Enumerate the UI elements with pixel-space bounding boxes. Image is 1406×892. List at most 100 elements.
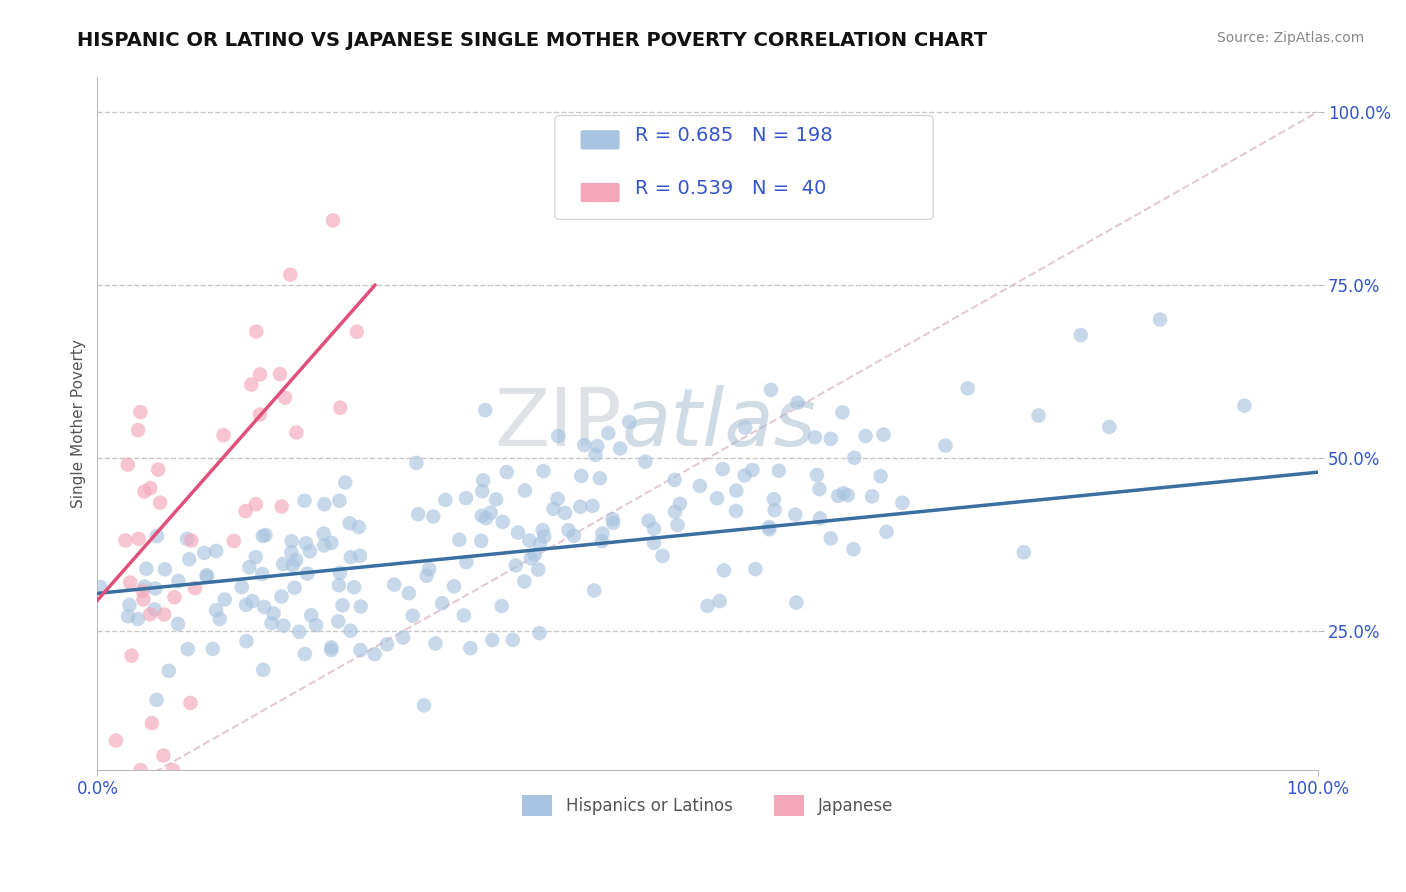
- Point: [492, 515, 515, 529]
- Point: [418, 562, 440, 576]
- Point: [664, 505, 686, 519]
- Point: [415, 568, 437, 582]
- Point: [235, 598, 257, 612]
- Point: [260, 616, 283, 631]
- Point: [162, 763, 184, 777]
- Point: [270, 590, 292, 604]
- Point: [335, 475, 357, 490]
- Point: [129, 763, 152, 777]
- Point: [934, 439, 956, 453]
- Point: [531, 464, 554, 478]
- Point: [347, 520, 370, 534]
- Point: [569, 500, 592, 514]
- Point: [609, 442, 631, 456]
- Point: [104, 733, 127, 747]
- Point: [167, 574, 190, 588]
- FancyBboxPatch shape: [581, 183, 620, 202]
- Point: [709, 594, 731, 608]
- Point: [808, 511, 831, 525]
- Point: [768, 464, 790, 478]
- Point: [485, 492, 508, 507]
- Point: [139, 607, 162, 622]
- Point: [127, 423, 149, 437]
- Point: [491, 599, 513, 614]
- Point: [425, 636, 447, 650]
- Point: [129, 405, 152, 419]
- Point: [205, 603, 228, 617]
- Point: [523, 548, 546, 562]
- Point: [252, 663, 274, 677]
- Point: [176, 532, 198, 546]
- Point: [529, 537, 551, 551]
- Point: [350, 599, 373, 614]
- Point: [479, 506, 502, 520]
- Point: [157, 664, 180, 678]
- Point: [179, 552, 201, 566]
- Point: [375, 637, 398, 651]
- Point: [832, 486, 855, 500]
- Point: [240, 377, 263, 392]
- Point: [406, 507, 429, 521]
- Point: [249, 368, 271, 382]
- Point: [382, 577, 405, 591]
- Point: [153, 562, 176, 576]
- Point: [321, 640, 343, 655]
- Point: [270, 500, 292, 514]
- Point: [280, 268, 302, 282]
- Point: [280, 534, 302, 549]
- Point: [153, 607, 176, 622]
- Point: [398, 586, 420, 600]
- Point: [860, 489, 883, 503]
- Point: [245, 325, 267, 339]
- Point: [651, 549, 673, 563]
- Point: [152, 748, 174, 763]
- Point: [583, 583, 606, 598]
- Point: [520, 551, 543, 566]
- Point: [1070, 328, 1092, 343]
- Point: [146, 529, 169, 543]
- Point: [128, 532, 150, 546]
- Point: [481, 633, 503, 648]
- Point: [339, 624, 361, 638]
- Point: [285, 553, 308, 567]
- Point: [349, 643, 371, 657]
- Point: [214, 592, 236, 607]
- Point: [121, 648, 143, 663]
- Point: [472, 473, 495, 487]
- Point: [589, 471, 612, 485]
- Point: [148, 462, 170, 476]
- Point: [208, 612, 231, 626]
- Point: [328, 493, 350, 508]
- Point: [513, 574, 536, 589]
- Point: [132, 592, 155, 607]
- Point: [167, 616, 190, 631]
- Point: [519, 533, 541, 548]
- Point: [294, 493, 316, 508]
- Point: [177, 642, 200, 657]
- Point: [413, 698, 436, 713]
- Point: [669, 497, 692, 511]
- Text: R = 0.685   N = 198: R = 0.685 N = 198: [636, 126, 834, 145]
- Point: [449, 533, 471, 547]
- Point: [586, 439, 609, 453]
- Point: [598, 426, 620, 441]
- Point: [554, 506, 576, 520]
- Point: [502, 632, 524, 647]
- Point: [759, 383, 782, 397]
- Point: [785, 508, 807, 522]
- Point: [288, 624, 311, 639]
- Point: [689, 479, 711, 493]
- Point: [179, 696, 201, 710]
- Point: [547, 491, 569, 506]
- Point: [205, 544, 228, 558]
- Point: [322, 213, 344, 227]
- Point: [139, 481, 162, 495]
- FancyBboxPatch shape: [555, 116, 934, 219]
- Point: [506, 525, 529, 540]
- Text: atlas: atlas: [621, 384, 817, 463]
- Point: [562, 529, 585, 543]
- Point: [118, 598, 141, 612]
- Point: [343, 580, 366, 594]
- Point: [249, 408, 271, 422]
- Point: [253, 599, 276, 614]
